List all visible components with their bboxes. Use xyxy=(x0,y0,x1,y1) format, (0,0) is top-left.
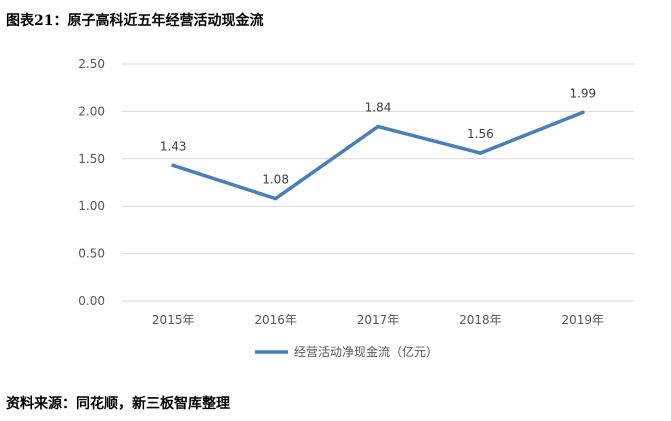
legend: 经营活动净现金流（亿元） xyxy=(255,344,438,359)
x-tick-label: 2018年 xyxy=(459,313,502,327)
x-tick-label: 2015年 xyxy=(152,313,195,327)
data-label: 1.84 xyxy=(365,101,392,115)
x-tick-label: 2017年 xyxy=(357,313,400,327)
y-tick-label: 1.50 xyxy=(78,152,105,166)
data-label: 1.56 xyxy=(467,127,494,141)
y-tick-label: 0.50 xyxy=(78,247,105,261)
x-axis-ticks: 2015年 2016年 2017年 2018年 2019年 xyxy=(152,313,604,327)
gridlines xyxy=(122,63,634,302)
data-point xyxy=(376,124,380,129)
chart-title: 图表21：原子高科近五年经营活动现金流 xyxy=(6,13,264,29)
legend-label: 经营活动净现金流（亿元） xyxy=(294,344,438,359)
data-label: 1.43 xyxy=(160,139,187,153)
y-axis-ticks: 0.00 0.50 1.00 1.50 2.00 2.50 xyxy=(78,57,105,308)
y-tick-label: 2.00 xyxy=(78,104,105,118)
data-point xyxy=(171,163,175,168)
x-tick-label: 2019年 xyxy=(562,313,605,327)
data-labels: 1.43 1.08 1.84 1.56 1.99 xyxy=(160,86,596,186)
series-group xyxy=(171,110,585,201)
data-point xyxy=(273,196,278,201)
data-label: 1.99 xyxy=(569,86,596,100)
data-point xyxy=(478,151,483,155)
y-tick-label: 1.00 xyxy=(78,199,105,213)
data-point xyxy=(581,110,585,115)
data-label: 1.08 xyxy=(262,173,289,187)
x-tick-label: 2016年 xyxy=(254,313,297,327)
y-tick-label: 2.50 xyxy=(78,57,105,71)
source-note: 资料来源：同花顺，新三板智库整理 xyxy=(6,396,230,412)
y-tick-label: 0.00 xyxy=(78,294,105,308)
